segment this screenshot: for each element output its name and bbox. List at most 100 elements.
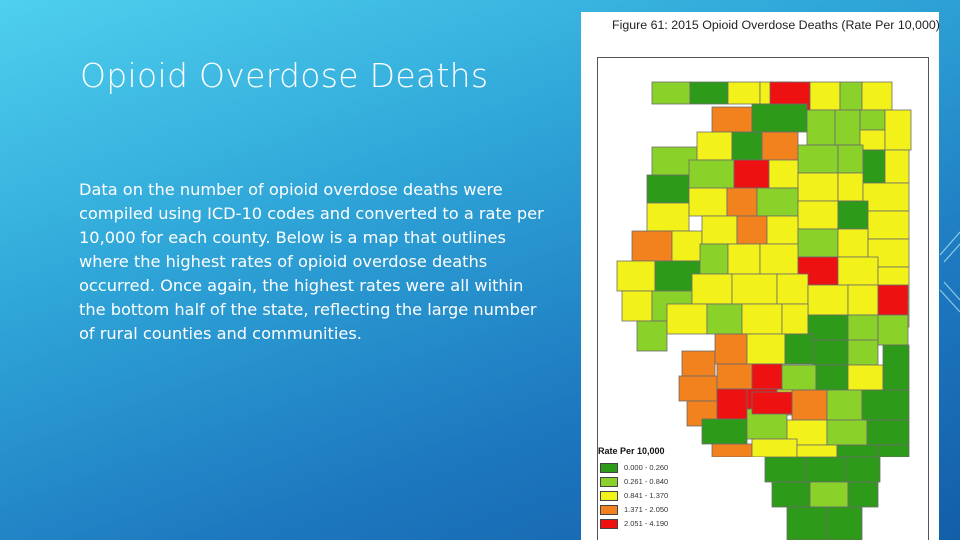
- county: [689, 81, 729, 105]
- county: [797, 200, 839, 230]
- county: [876, 444, 910, 457]
- county: [839, 81, 863, 111]
- legend-label: 0.841 - 1.370: [624, 491, 669, 500]
- county: [681, 350, 716, 377]
- county: [815, 364, 849, 391]
- county: [751, 391, 793, 415]
- county: [727, 243, 761, 275]
- legend-label: 2.051 - 4.190: [624, 519, 669, 528]
- county: [797, 172, 839, 202]
- county: [751, 363, 783, 390]
- county: [741, 303, 783, 335]
- county: [696, 131, 733, 161]
- county: [847, 339, 879, 366]
- county: [884, 149, 910, 184]
- county: [781, 303, 809, 335]
- county: [726, 187, 758, 217]
- figure-caption: Figure 61: 2015 Opioid Overdose Deaths (…: [612, 18, 940, 32]
- county: [834, 109, 861, 146]
- county: [861, 81, 893, 111]
- county: [711, 443, 753, 457]
- legend-swatch: [600, 519, 618, 529]
- illinois-county-map: [616, 81, 912, 457]
- county: [646, 202, 690, 232]
- county: [768, 159, 799, 189]
- county: [781, 364, 817, 391]
- county: [736, 215, 768, 245]
- county: [861, 389, 910, 421]
- county: [621, 290, 653, 322]
- county: [716, 363, 753, 390]
- county: [866, 419, 910, 446]
- county: [701, 215, 738, 245]
- county: [751, 438, 798, 457]
- county: [716, 388, 748, 420]
- legend-label: 0.261 - 0.840: [624, 477, 669, 486]
- county: [837, 172, 864, 202]
- legend-label: 0.000 - 0.260: [624, 463, 669, 472]
- map-frame: [597, 57, 929, 540]
- legend-label: 1.371 - 2.050: [624, 505, 669, 514]
- county: [678, 375, 718, 402]
- legend-swatch: [600, 505, 618, 515]
- decorative-arrows: [939, 231, 960, 313]
- county: [701, 418, 748, 445]
- county: [837, 228, 869, 258]
- county: [837, 144, 864, 174]
- county: [688, 187, 728, 217]
- county: [847, 364, 884, 391]
- county: [847, 314, 879, 341]
- county: [761, 131, 799, 161]
- county: [714, 333, 748, 365]
- county: [837, 256, 879, 286]
- legend-swatch: [600, 477, 618, 487]
- legend-title: Rate Per 10,000: [598, 446, 665, 456]
- county: [837, 200, 869, 230]
- illinois-southern-tip: [764, 457, 881, 540]
- legend-item: 0.261 - 0.840: [600, 477, 720, 487]
- county: [776, 273, 809, 305]
- slide-body-text: Data on the number of opioid overdose de…: [79, 180, 544, 343]
- county: [796, 444, 838, 457]
- county: [836, 444, 878, 457]
- county: [727, 81, 761, 105]
- county: [671, 230, 703, 262]
- county: [877, 314, 909, 346]
- county: [688, 159, 735, 189]
- legend-item: 0.000 - 0.260: [600, 463, 720, 473]
- county: [636, 320, 668, 352]
- county: [746, 333, 786, 365]
- county: [756, 187, 799, 217]
- county: [862, 149, 886, 184]
- county: [807, 284, 849, 316]
- county: [867, 210, 910, 240]
- legend-swatch: [600, 491, 618, 501]
- county: [826, 389, 863, 421]
- county: [812, 339, 849, 366]
- county: [699, 243, 729, 275]
- county: [733, 159, 770, 189]
- county: [731, 131, 763, 161]
- county: [806, 109, 836, 146]
- county: [666, 303, 708, 335]
- county: [882, 344, 910, 391]
- county: [809, 81, 841, 111]
- legend-swatch: [600, 463, 618, 473]
- county: [797, 228, 839, 258]
- legend-item: 1.371 - 2.050: [600, 505, 720, 515]
- county: [859, 129, 886, 151]
- county: [651, 81, 691, 105]
- county: [759, 243, 799, 275]
- county: [784, 333, 814, 365]
- slide-title: Opioid Overdose Deaths: [80, 56, 489, 95]
- county: [807, 314, 849, 341]
- county: [847, 284, 879, 316]
- county: [631, 230, 673, 262]
- county: [691, 273, 733, 305]
- county: [797, 144, 839, 174]
- county: [731, 273, 778, 305]
- county: [862, 182, 910, 212]
- county: [751, 103, 808, 133]
- county: [646, 174, 690, 204]
- county: [711, 106, 753, 133]
